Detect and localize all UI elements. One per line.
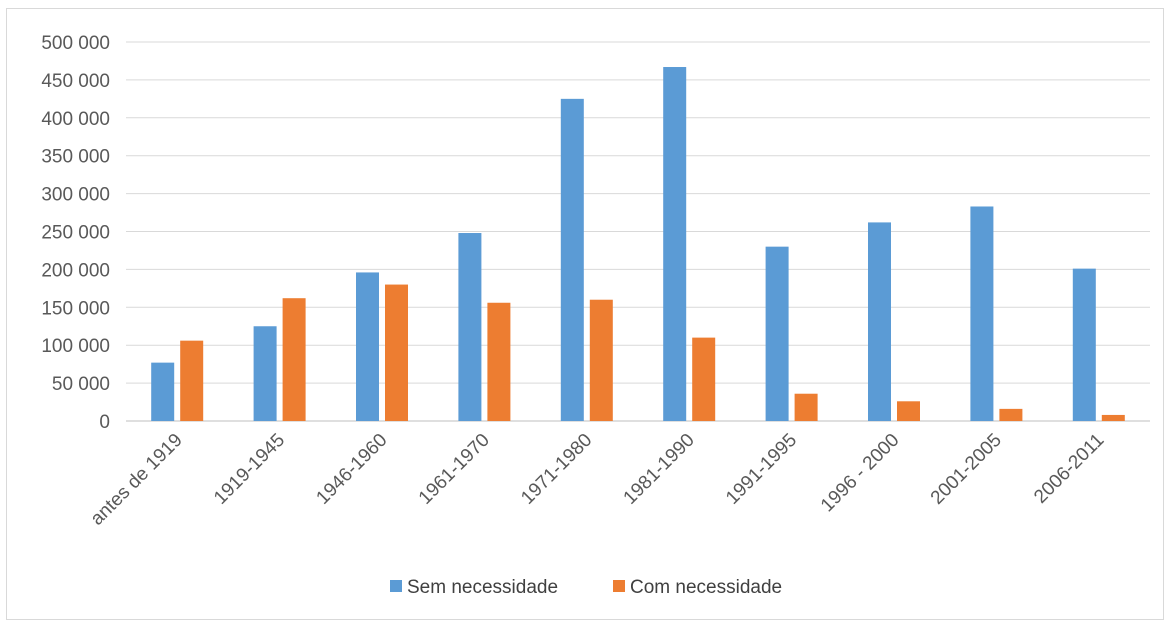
- bar-com-necessidade: [385, 284, 408, 421]
- bar-com-necessidade: [487, 302, 511, 421]
- y-tick-label: 250 000: [41, 223, 110, 244]
- x-tick-label: 1991-1995: [722, 430, 801, 509]
- x-tick-label: 1946-1960: [312, 430, 391, 509]
- bar-com-necessidade: [897, 401, 920, 421]
- legend-swatch: [613, 580, 625, 592]
- x-tick-label: 2006-2011: [1030, 430, 1108, 508]
- y-tick-label: 200 000: [41, 260, 110, 281]
- x-tick-label: 1919-1945: [210, 430, 289, 509]
- x-tick-label: 2001-2005: [927, 430, 1006, 509]
- x-tick-label: antes de 1919: [87, 430, 187, 530]
- bar-sem-necessidade: [765, 246, 789, 421]
- x-axis: antes de 1919 1919-1945 1946-1960 1961-1970…: [87, 430, 1109, 530]
- bar-sem-necessidade: [663, 67, 687, 421]
- y-tick-label: 300 000: [41, 185, 110, 206]
- legend-label: Sem necessidade: [407, 577, 558, 598]
- gridlines: [126, 41, 1150, 422]
- x-tick-label: 1996 - 2000: [817, 430, 904, 517]
- bar-sem-necessidade: [1072, 268, 1096, 421]
- bar-sem-necessidade: [868, 222, 891, 421]
- bar-com-necessidade: [794, 393, 818, 421]
- bar-com-necessidade: [999, 408, 1023, 421]
- x-tick-label: 1971-1980: [517, 430, 596, 509]
- bar-sem-necessidade: [356, 272, 379, 421]
- x-tick-label: 1981-1990: [620, 430, 699, 509]
- bar-sem-necessidade: [151, 362, 175, 421]
- bar-com-necessidade: [692, 337, 716, 421]
- y-tick-label: 500 000: [41, 33, 110, 54]
- legend: Sem necessidade Com necessidade: [390, 577, 782, 598]
- y-tick-label: 400 000: [41, 109, 110, 130]
- y-tick-label: 0: [99, 412, 110, 433]
- bars: [151, 67, 1125, 421]
- x-tick-label: 1961-1970: [415, 430, 494, 509]
- bar-sem-necessidade: [970, 206, 994, 421]
- bar-com-necessidade: [180, 340, 204, 421]
- y-tick-label: 450 000: [41, 71, 110, 92]
- y-tick-label: 350 000: [41, 147, 110, 168]
- bar-com-necessidade: [1101, 414, 1125, 421]
- legend-label: Com necessidade: [630, 577, 782, 598]
- bar-sem-necessidade: [560, 98, 584, 421]
- y-tick-label: 150 000: [41, 298, 110, 319]
- bar-com-necessidade: [589, 299, 613, 421]
- bar-sem-necessidade: [253, 326, 277, 421]
- y-tick-label: 50 000: [52, 374, 110, 395]
- y-axis: 0 50 000 100 000 150 000 200 000 250 000 300 0…: [41, 33, 110, 433]
- bar-com-necessidade: [282, 298, 306, 421]
- legend-swatch: [390, 580, 402, 592]
- y-tick-label: 100 000: [41, 336, 110, 357]
- bar-sem-necessidade: [458, 233, 482, 421]
